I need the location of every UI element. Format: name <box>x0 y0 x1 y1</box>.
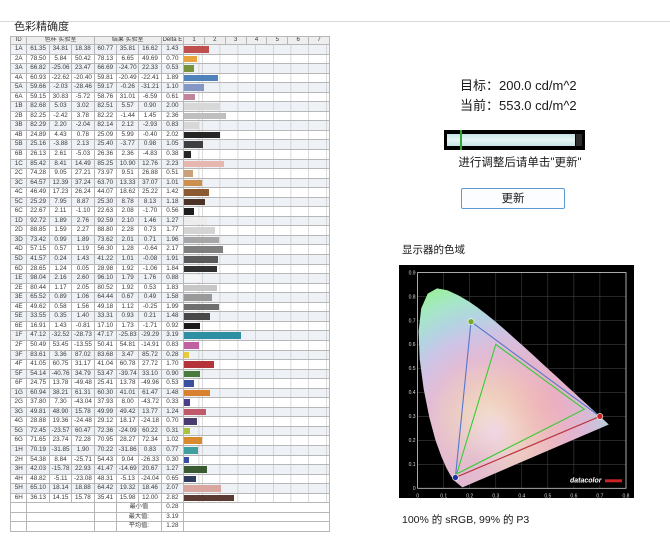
svg-text:0.3: 0.3 <box>409 414 416 420</box>
svg-text:datacolor: datacolor <box>570 477 603 484</box>
svg-text:0.6: 0.6 <box>409 342 416 348</box>
svg-text:0.2: 0.2 <box>409 438 416 444</box>
svg-text:0.6: 0.6 <box>570 493 577 498</box>
svg-text:0.1: 0.1 <box>409 462 416 468</box>
svg-text:0.9: 0.9 <box>409 270 416 276</box>
svg-text:0.3: 0.3 <box>492 493 499 498</box>
svg-text:0: 0 <box>413 486 416 492</box>
svg-text:0.7: 0.7 <box>409 318 416 324</box>
svg-text:0.1: 0.1 <box>440 493 447 498</box>
svg-text:0.5: 0.5 <box>544 493 551 498</box>
svg-text:0: 0 <box>416 493 419 498</box>
svg-text:0.7: 0.7 <box>596 493 603 498</box>
svg-text:0.4: 0.4 <box>518 493 525 498</box>
svg-text:0.4: 0.4 <box>409 390 416 396</box>
svg-text:0.5: 0.5 <box>409 366 416 372</box>
svg-text:0.8: 0.8 <box>409 294 416 300</box>
svg-text:0.2: 0.2 <box>466 493 473 498</box>
svg-text:0.8: 0.8 <box>623 493 630 498</box>
